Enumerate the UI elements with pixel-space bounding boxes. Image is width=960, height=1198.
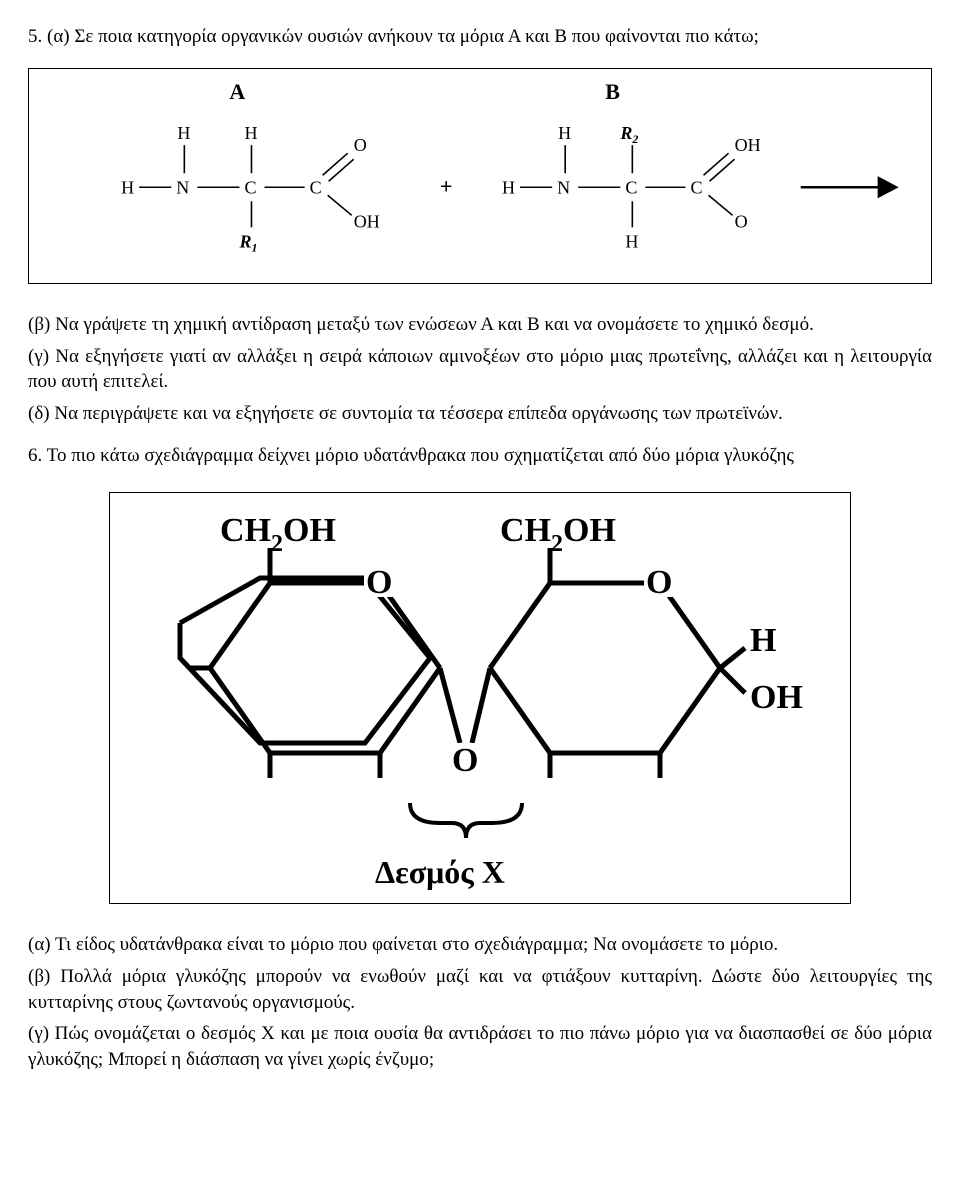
bond-x-label: Δεσμός Χ (375, 854, 505, 890)
svg-text:H: H (177, 123, 190, 143)
q5-d-text: (δ) Να περιγράψετε και να εξηγήσετε σε σ… (28, 401, 932, 427)
svg-text:C: C (625, 177, 637, 197)
q6-intro-text: 6. Το πιο κάτω σχεδιάγραμμα δείχνει μόρι… (28, 443, 932, 469)
svg-text:O: O (735, 211, 748, 231)
svg-text:CH2OH: CH2OH (500, 512, 616, 557)
figure-amino-acids: A B H N C C H H (28, 68, 932, 284)
svg-text:OH: OH (735, 135, 761, 155)
svg-text:H: H (750, 622, 776, 659)
q5-c-text: (γ) Να εξηγήσετε γιατί αν αλλάξει η σειρ… (28, 344, 932, 395)
fig2-labels: CH2OH CH2OH O O O H OH (220, 512, 803, 779)
svg-text:O: O (646, 564, 672, 601)
svg-text:OH: OH (750, 679, 803, 716)
label-a: A (229, 79, 245, 104)
brace-icon (410, 803, 522, 838)
molecule-a-atoms: H N C C H H O OH R1 (121, 123, 380, 254)
svg-text:C: C (690, 177, 702, 197)
svg-text:H: H (502, 177, 515, 197)
q5-a-text: 5. (α) Σε ποια κατηγορία οργανικών ουσιώ… (28, 24, 932, 50)
svg-text:N: N (557, 177, 570, 197)
svg-text:CH2OH: CH2OH (220, 512, 336, 557)
svg-text:O: O (452, 742, 478, 779)
svg-text:O: O (354, 135, 367, 155)
svg-text:H: H (558, 123, 571, 143)
svg-text:R1: R1 (238, 231, 257, 254)
q6-c-text: (γ) Πώς ονομάζεται ο δεσμός Χ και με ποι… (28, 1021, 932, 1072)
svg-text:H: H (121, 177, 134, 197)
svg-text:C: C (310, 177, 322, 197)
svg-text:R2: R2 (619, 123, 638, 146)
svg-text:O: O (366, 564, 392, 601)
svg-text:N: N (176, 177, 189, 197)
q6-a-text: (α) Τι είδος υδατάνθρακα είναι το μόριο … (28, 932, 932, 958)
label-b: B (605, 79, 620, 104)
plus-sign: + (440, 173, 453, 198)
svg-text:H: H (625, 231, 638, 251)
q5-b-text: (β) Να γράψετε τη χημική αντίδραση μεταξ… (28, 312, 932, 338)
amino-acid-diagram: A B H N C C H H (39, 77, 921, 277)
reaction-arrow (801, 178, 896, 196)
disaccharide-diagram: CH2OH CH2OH O O O H OH Δεσμός Χ (110, 493, 850, 903)
svg-text:H: H (244, 123, 257, 143)
figure-disaccharide: CH2OH CH2OH O O O H OH Δεσμός Χ (109, 492, 851, 904)
hex-right (490, 583, 720, 753)
svg-text:OH: OH (354, 211, 380, 231)
q6-b-text: (β) Πολλά μόρια γλυκόζης μπορούν να ενωθ… (28, 964, 932, 1015)
svg-text:C: C (244, 177, 256, 197)
